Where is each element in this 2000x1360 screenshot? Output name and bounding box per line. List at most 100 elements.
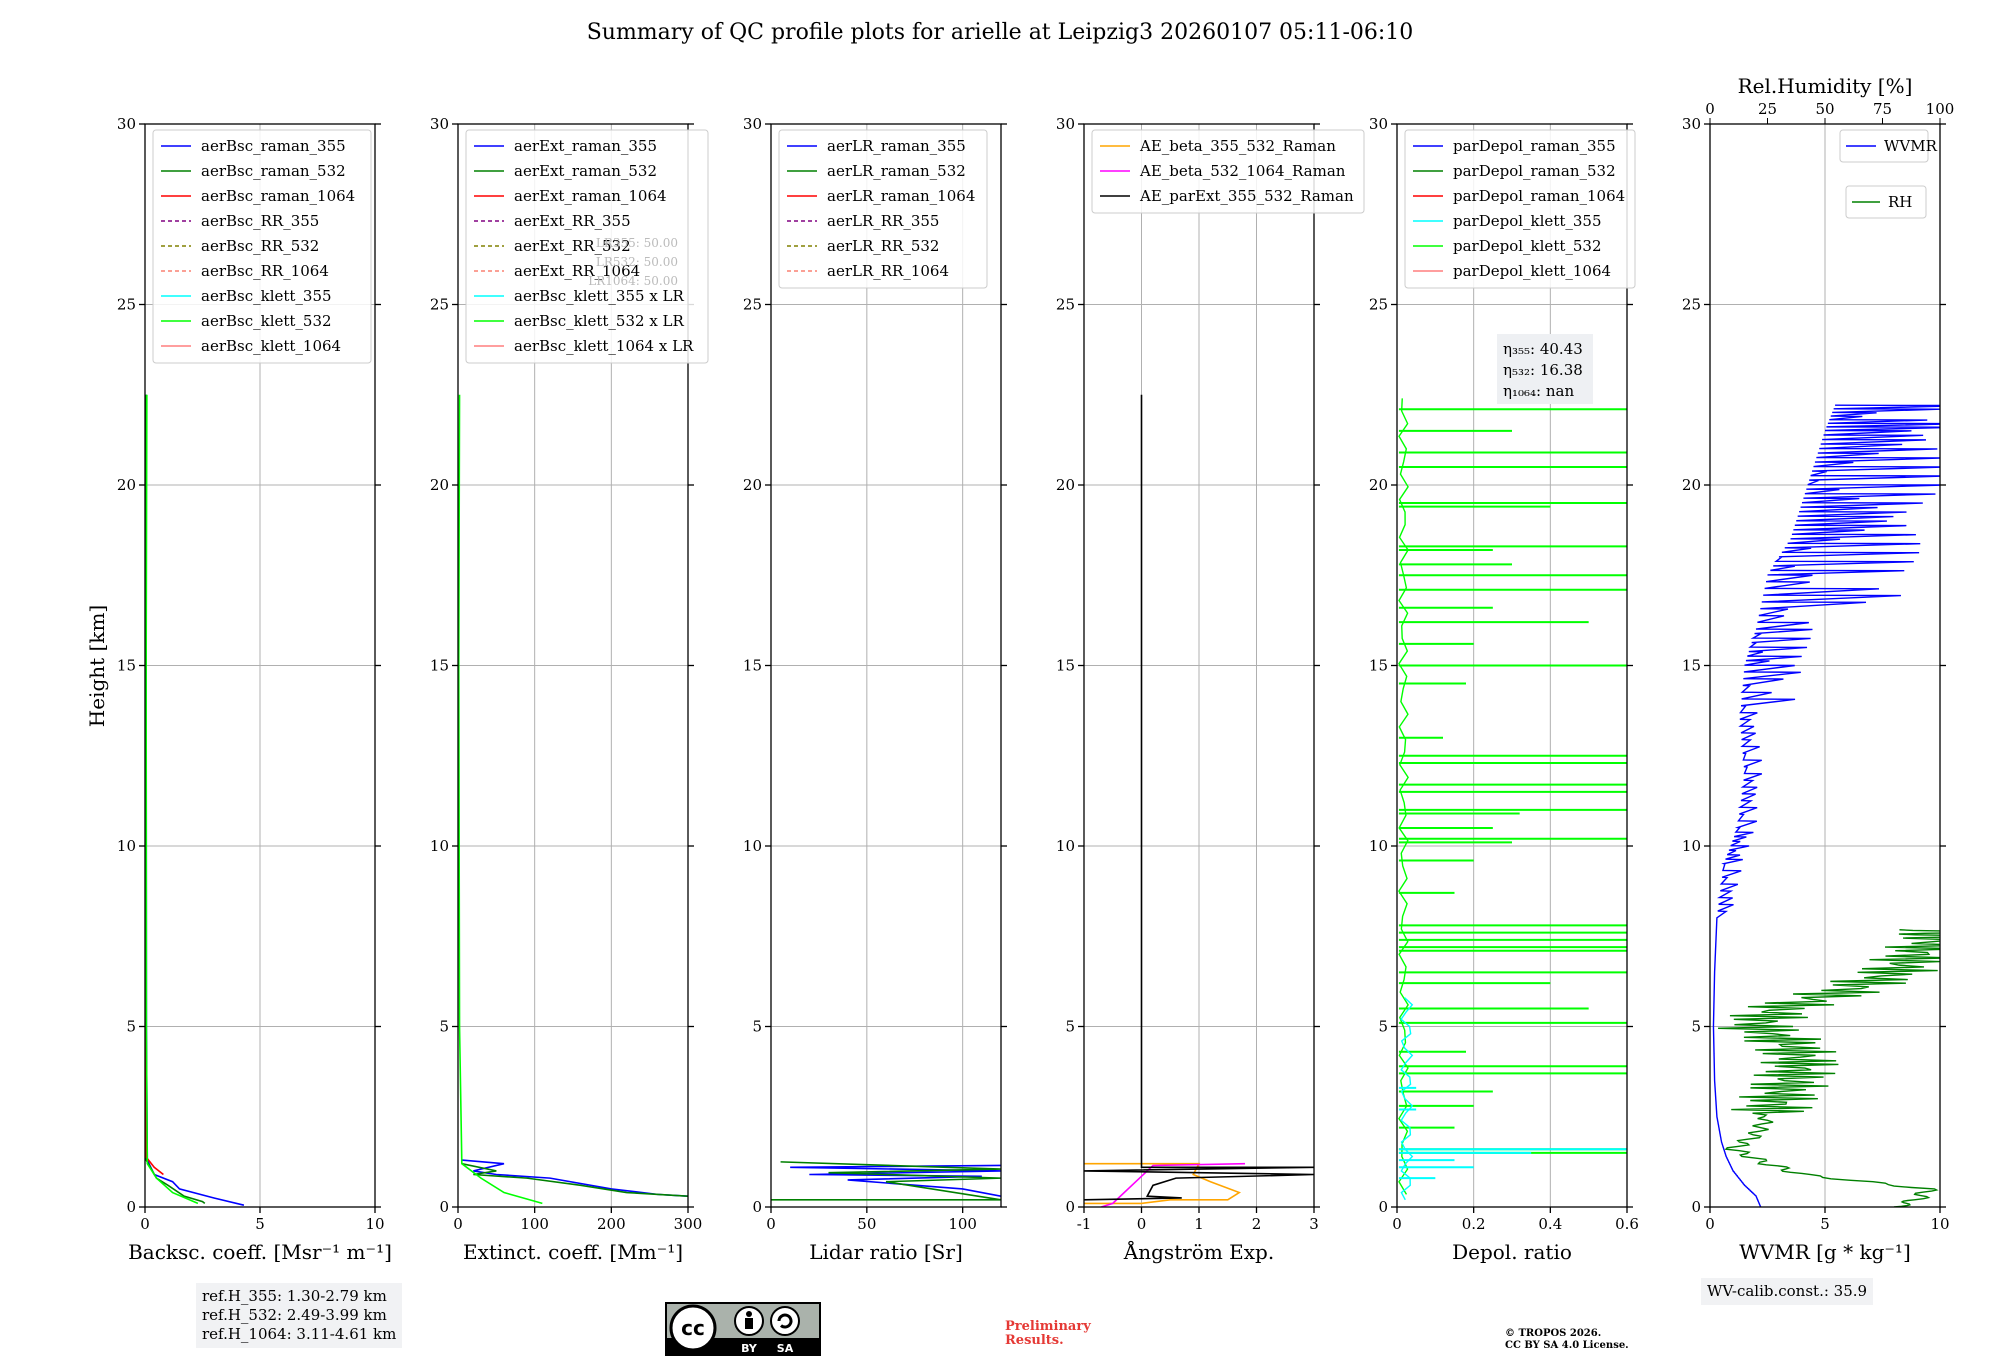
eta-value: η₃₅₅: 40.43 [1503, 340, 1583, 358]
legend-label: aerBsc_raman_1064 [201, 187, 355, 205]
legend-label: parDepol_raman_532 [1453, 162, 1616, 180]
y-tick-label: 20 [1369, 476, 1388, 494]
y-tick-label: 10 [1682, 837, 1701, 855]
legend-label: aerBsc_klett_1064 x LR [514, 337, 694, 355]
legend: aerExt_raman_355 aerExt_raman_532 aerExt_r… [465, 129, 709, 364]
x-axis-label: Extinct. coeff. [Mm⁻¹] [463, 1240, 683, 1264]
x-tick-label: 2 [1252, 1215, 1262, 1233]
top-x-tick-label: 0 [1705, 100, 1715, 118]
legend-label: aerLR_RR_532 [827, 237, 939, 255]
preliminary-note: Preliminary Results. [1005, 1320, 1091, 1348]
top-x-tick-label: 50 [1815, 100, 1834, 118]
legend-label: aerLR_raman_532 [827, 162, 966, 180]
y-tick-label: 20 [117, 476, 136, 494]
y-tick-label: 10 [430, 837, 449, 855]
copyright-line-2: CC BY SA 4.0 License. [1505, 1340, 1629, 1351]
top-x-tick-label: 75 [1873, 100, 1892, 118]
x-tick-label: 0.4 [1538, 1215, 1562, 1233]
x-tick-label: -1 [1077, 1215, 1092, 1233]
legend-label: aerExt_raman_532 [514, 162, 657, 180]
series-aerBsc_raman_532 [145, 394, 206, 1205]
legend-label: aerExt_RR_532 [514, 237, 631, 255]
legend-label: aerExt_RR_355 [514, 212, 631, 230]
y-tick-label: 10 [117, 837, 136, 855]
legend-label: aerLR_raman_1064 [827, 187, 975, 205]
y-tick-label: 30 [117, 115, 136, 133]
x-axis-label: Ångström Exp. [1123, 1239, 1274, 1264]
legend: aerLR_raman_355 aerLR_raman_532 aerLR_rama… [778, 129, 988, 289]
series-AE_beta_532_1064_Raman [1101, 1162, 1246, 1207]
x-tick-label: 0.2 [1462, 1215, 1486, 1233]
series-aerBsc_klett_532 [145, 394, 199, 1205]
legend-label: aerBsc_RR_1064 [201, 262, 329, 280]
depol-klett-355-base [1400, 997, 1414, 1201]
y-tick-label: 0 [126, 1198, 136, 1216]
y-tick-label: 15 [743, 657, 762, 675]
x-axis-label: Depol. ratio [1452, 1240, 1572, 1264]
x-tick-label: 0 [1392, 1215, 1402, 1233]
x-tick-label: 0 [1705, 1215, 1715, 1233]
y-tick-label: 15 [1056, 657, 1075, 675]
ref-height-532: ref.H_532: 2.49-3.99 km [202, 1306, 387, 1324]
panel-5: 0 5 10 15 20 25 30 0 0.2 0.4 0.6 Depol. ratio parDep… [1369, 115, 1639, 1264]
y-tick-label: 20 [1682, 476, 1701, 494]
y-tick-label: 25 [743, 296, 762, 314]
y-tick-label: 25 [1369, 296, 1388, 314]
y-tick-label: 15 [430, 657, 449, 675]
legend-box [1404, 129, 1636, 289]
eta-box [1497, 334, 1593, 404]
x-tick-label: 0 [766, 1215, 776, 1233]
preliminary-line-2: Results. [1005, 1333, 1064, 1348]
legend-label: aerBsc_klett_1064 [201, 337, 341, 355]
panel-1: 0 5 10 15 20 25 30 0 5 10 Backsc. coeff. [Msr⁻¹ m⁻… [117, 115, 392, 1264]
legend-label: aerBsc_klett_532 x LR [514, 312, 685, 330]
cc-circle-icon [669, 1304, 717, 1352]
legend-label: aerBsc_raman_532 [201, 162, 346, 180]
x-tick-label: 5 [255, 1215, 265, 1233]
series-aerExt_raman_532 [461, 1162, 688, 1197]
x-tick-label: 0 [1137, 1215, 1147, 1233]
legend-label: WVMR [1884, 137, 1938, 155]
x-tick-label: 200 [597, 1215, 626, 1233]
y-tick-label: 5 [1691, 1018, 1701, 1036]
ref-height-1064: ref.H_1064: 3.11-4.61 km [202, 1325, 397, 1343]
x-tick-label: 50 [857, 1215, 876, 1233]
copyright-line-1: © TROPOS 2026. [1505, 1328, 1602, 1339]
legend-box [1845, 185, 1927, 219]
legend-box [778, 129, 988, 289]
cc-text: cc [681, 1316, 705, 1340]
y-tick-label: 0 [1065, 1198, 1075, 1216]
top-x-axis-label: Rel.Humidity [%] [1738, 74, 1913, 98]
by-label: BY [741, 1342, 758, 1355]
legend-label: RH [1888, 193, 1912, 211]
legend-label: aerExt_raman_355 [514, 137, 657, 155]
y-tick-label: 10 [1369, 837, 1388, 855]
y-tick-label: 5 [1065, 1018, 1075, 1036]
y-tick-label: 0 [439, 1198, 449, 1216]
y-tick-label: 10 [1056, 837, 1075, 855]
data-layer [1398, 398, 1627, 1201]
legend-label: aerLR_raman_355 [827, 137, 966, 155]
y-tick-label: 15 [1682, 657, 1701, 675]
y-tick-label: 5 [752, 1018, 762, 1036]
legend-label: aerExt_raman_1064 [514, 187, 667, 205]
data-layer [145, 394, 245, 1206]
lr-annotation: LR1064: 50.00 [588, 274, 678, 288]
y-tick-label: 30 [430, 115, 449, 133]
y-tick-label: 25 [430, 296, 449, 314]
legend: aerBsc_raman_355 aerBsc_raman_532 aerBsc_r… [152, 129, 372, 364]
legend-label: parDepol_klett_1064 [1453, 262, 1611, 280]
legend-label: aerBsc_raman_355 [201, 137, 346, 155]
y-tick-label: 20 [1056, 476, 1075, 494]
y-tick-label: 0 [752, 1198, 762, 1216]
wv-calib-box: WV-calib.const.: 35.9 [1701, 1278, 1874, 1305]
y-tick-label: 5 [439, 1018, 449, 1036]
legend-label: aerLR_RR_1064 [827, 262, 949, 280]
panel-3: 0 5 10 15 20 25 30 0 50 100 Lidar ratio [Sr] aerLR_… [743, 115, 1007, 1264]
x-tick-label: 5 [1820, 1215, 1830, 1233]
legend-label: AE_beta_355_532_Raman [1139, 137, 1336, 155]
legend-box [1091, 129, 1365, 214]
legend-label: parDepol_klett_532 [1453, 237, 1602, 255]
